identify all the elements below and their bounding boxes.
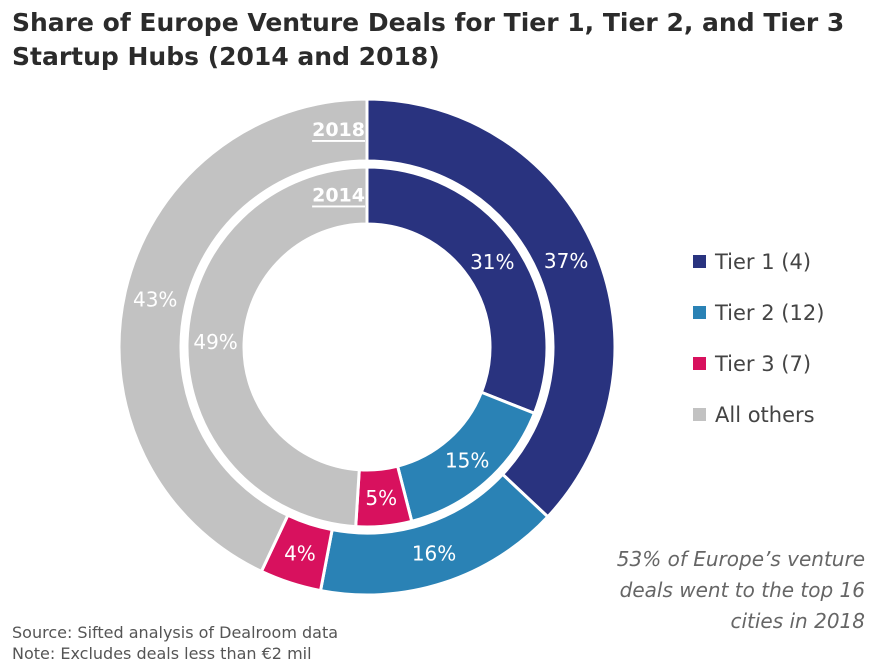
legend: Tier 1 (4) Tier 2 (12) Tier 3 (7) All other… (693, 236, 824, 440)
legend-label: Tier 3 (7) (715, 351, 812, 376)
slice-label-2014-3: 5% (365, 486, 397, 510)
legend-swatch (693, 306, 706, 319)
legend-label: Tier 2 (12) (715, 300, 825, 325)
annotation-line: 53% of Europe’s venture (616, 547, 865, 571)
annotation-line: deals went to the top 16 (619, 578, 865, 602)
slice-label-2018-1: 37% (544, 249, 588, 273)
legend-swatch (693, 255, 706, 268)
ring-label-2018: 2018 (312, 119, 365, 141)
slice-label-2014-1: 31% (470, 250, 514, 274)
slice-2014-1 (365, 165, 549, 416)
legend-swatch (693, 357, 706, 370)
source-line: Source: Sifted analysis of Dealroom data (12, 623, 339, 642)
slice-label-2018-4: 43% (133, 288, 177, 312)
ring-label-2014: 2014 (312, 185, 365, 207)
legend-label: All others (715, 402, 815, 427)
slice-label-2018-2: 16% (412, 541, 456, 565)
legend-label: Tier 1 (4) (715, 249, 812, 274)
legend-item: Tier 2 (12) (693, 287, 824, 338)
legend-item: Tier 1 (4) (693, 236, 824, 287)
legend-item: Tier 3 (7) (693, 338, 824, 389)
slice-2018-4 (117, 97, 369, 574)
chart-title: Share of Europe Venture Deals for Tier 1… (12, 8, 845, 71)
slices-group (117, 97, 617, 597)
source-line: Note: Excludes deals less than €2 mil (12, 644, 312, 663)
slice-2018-1 (365, 97, 617, 519)
slice-2014-4 (185, 165, 369, 529)
slice-label-2014-4: 49% (193, 330, 237, 354)
source-note: Source: Sifted analysis of Dealroom data… (12, 622, 338, 664)
legend-swatch (693, 408, 706, 421)
slice-label-2014-2: 15% (445, 449, 489, 473)
annotation: 53% of Europe’s venture deals went to th… (565, 544, 865, 637)
slice-label-2018-3: 4% (284, 541, 316, 565)
annotation-line: cities in 2018 (730, 609, 865, 633)
legend-item: All others (693, 389, 824, 440)
labels-group: 37% 16% 4% 43% 2018 31% 15% 5% 49% 2014 (133, 119, 588, 565)
